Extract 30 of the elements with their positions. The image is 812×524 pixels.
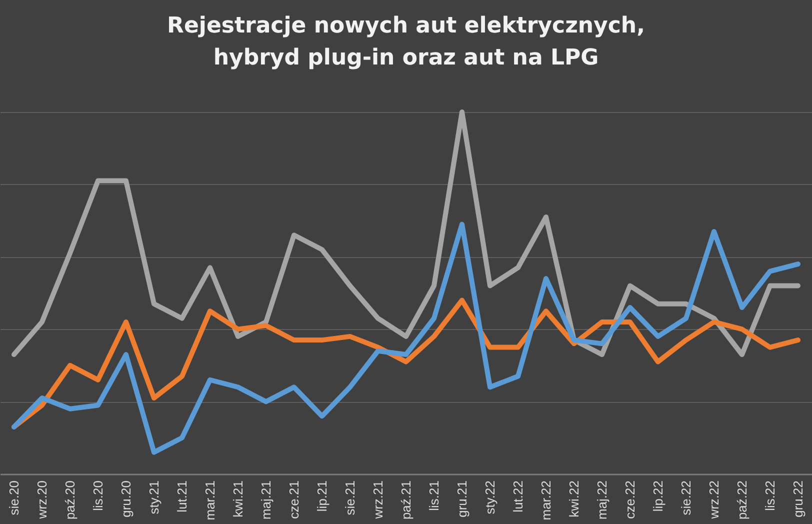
- x-tick-label: sie.20: [6, 480, 22, 516]
- x-tick-label: sie.22: [678, 480, 694, 516]
- x-tick-label: lis.20: [90, 480, 106, 511]
- x-tick-label: lut.22: [510, 480, 526, 512]
- x-tick-label: wrz.20: [34, 480, 50, 520]
- x-tick-label: mar.22: [538, 480, 554, 520]
- x-tick-label: lip.21: [314, 480, 330, 512]
- x-tick-label: wrz.21: [370, 480, 386, 520]
- x-tick-label: sie.21: [342, 480, 358, 516]
- x-tick-label: paź.21: [398, 480, 414, 520]
- x-tick-label: gru.22: [790, 480, 806, 518]
- x-tick-label: maj.22: [594, 480, 610, 520]
- x-tick-label: lip.22: [650, 480, 666, 512]
- x-tick-label: kwi.21: [230, 480, 246, 518]
- x-tick-label: sty.21: [146, 480, 162, 514]
- x-tick-label: maj.21: [258, 480, 274, 520]
- x-tick-label: gru.21: [454, 480, 470, 518]
- x-tick-label: sty.22: [482, 480, 498, 514]
- x-tick-label: wrz.22: [706, 480, 722, 520]
- x-tick-label: mar.21: [202, 480, 218, 520]
- x-tick-label: lis.21: [426, 480, 442, 511]
- x-tick-label: lis.22: [762, 480, 778, 511]
- x-tick-label: kwi.22: [566, 480, 582, 518]
- x-tick-label: paź.20: [62, 480, 78, 520]
- x-tick-label: gru.20: [118, 480, 134, 518]
- x-tick-label: lut.21: [174, 480, 190, 512]
- chart-title: Rejestracje nowych aut elektrycznych, hybryd plug-in oraz aut na LPG: [167, 14, 645, 70]
- x-tick-label: cze.22: [622, 480, 638, 519]
- x-tick-label: paź.22: [734, 480, 750, 520]
- x-tick-label: cze.21: [286, 480, 302, 519]
